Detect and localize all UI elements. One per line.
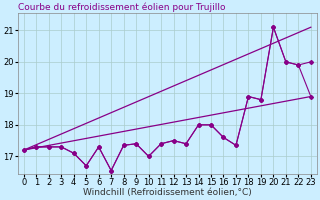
Text: Courbe du refroidissement éolien pour Trujillo: Courbe du refroidissement éolien pour Tr… [18, 3, 225, 12]
X-axis label: Windchill (Refroidissement éolien,°C): Windchill (Refroidissement éolien,°C) [83, 188, 252, 197]
